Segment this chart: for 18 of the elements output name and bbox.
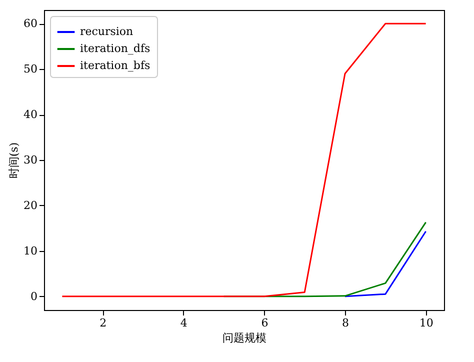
y-tick-label: 50 (24, 62, 38, 76)
y-tick-label: 10 (24, 244, 38, 258)
x-tick-label: 8 (342, 316, 350, 330)
y-tick-label: 40 (24, 108, 38, 122)
x-tick-label: 10 (419, 316, 434, 330)
line-series (61, 22, 427, 298)
legend-label: iteration_dfs (80, 42, 151, 55)
legend-label: iteration_bfs (80, 59, 151, 72)
legend-label: recursion (80, 25, 134, 38)
y-tick-label: 0 (30, 290, 38, 303)
x-tick-label: 2 (100, 316, 107, 330)
y-axis-title: 时间(s) (8, 142, 21, 179)
x-tick-label: 4 (180, 316, 188, 330)
x-tick-label: 6 (261, 316, 268, 330)
y-tick-label: 30 (24, 154, 38, 166)
y-tick-label: 20 (24, 198, 38, 212)
y-tick-label: 60 (24, 17, 38, 30)
x-axis-title: 问题规模 (222, 332, 266, 344)
